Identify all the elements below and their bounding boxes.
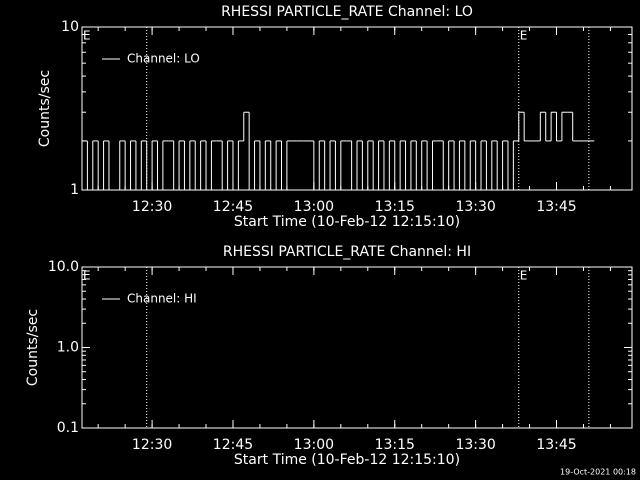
chart-title: RHESSI PARTICLE_RATE Channel: HI — [223, 244, 471, 260]
legend-label: Channel: LO — [127, 52, 200, 66]
x-tick-label: 13:15 — [375, 437, 415, 453]
y-axis-label: Counts/sec — [25, 309, 41, 386]
legend-label: Channel: HI — [127, 292, 197, 306]
annotation: E — [83, 29, 91, 43]
x-tick-label: 12:30 — [132, 437, 172, 453]
x-tick-label: 13:15 — [375, 199, 415, 215]
annotation: E — [83, 269, 91, 283]
x-tick-label: 13:30 — [455, 199, 495, 215]
x-tick-label: 12:45 — [213, 199, 253, 215]
annotation: E — [520, 29, 528, 43]
y-tick-label: 1.0 — [57, 340, 79, 356]
x-tick-label: 13:00 — [294, 199, 334, 215]
y-tick-label: 10 — [61, 19, 79, 35]
footer-timestamp: 19-Oct-2021 00:18 — [560, 468, 636, 477]
x-axis-label: Start Time (10-Feb-12 12:15:10) — [234, 452, 460, 468]
chart-title: RHESSI PARTICLE_RATE Channel: LO — [221, 4, 473, 20]
y-tick-label: 0.1 — [57, 420, 79, 436]
x-tick-label: 13:45 — [536, 199, 576, 215]
x-tick-label: 13:45 — [536, 437, 576, 453]
x-tick-label: 13:30 — [455, 437, 495, 453]
x-tick-label: 12:45 — [213, 437, 253, 453]
x-tick-label: 12:30 — [132, 199, 172, 215]
annotation: E — [520, 269, 528, 283]
y-tick-label: 1 — [70, 182, 79, 198]
x-axis-label: Start Time (10-Feb-12 12:15:10) — [234, 214, 460, 230]
y-axis-label: Counts/sec — [37, 70, 53, 147]
x-tick-label: 13:00 — [294, 437, 334, 453]
y-tick-label: 10.0 — [48, 259, 79, 275]
